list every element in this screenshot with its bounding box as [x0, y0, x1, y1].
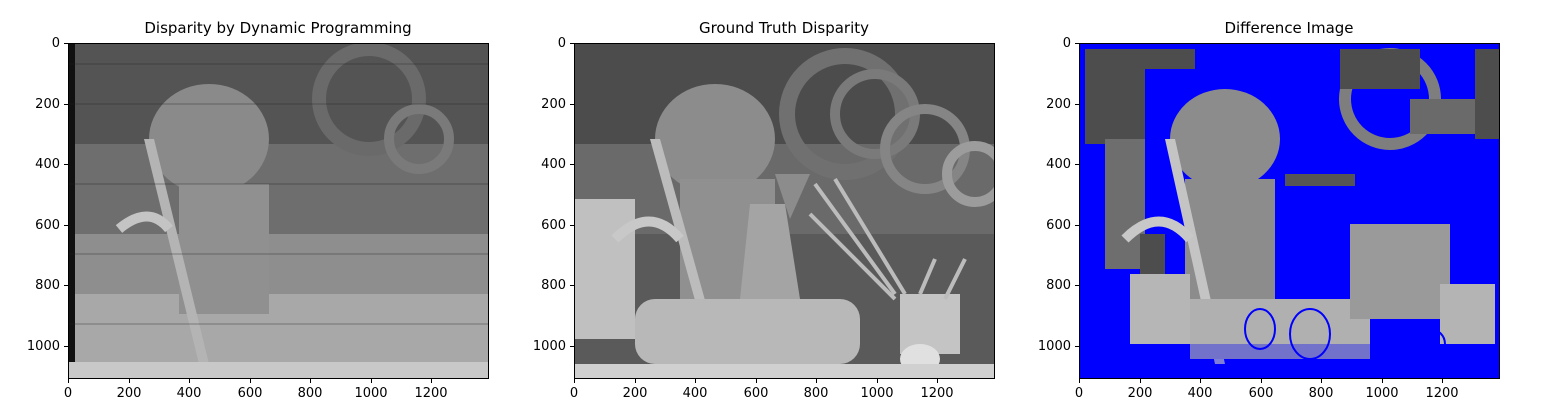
x-tick-label: 400 — [682, 386, 708, 401]
x-tick-label: 1200 — [414, 386, 448, 401]
panel-dp-disparity: Disparity by Dynamic Programming — [0, 0, 513, 412]
y-tick-label: 800 — [1046, 278, 1071, 293]
y-tick-label: 1000 — [532, 339, 566, 354]
x-tick-label: 0 — [569, 386, 579, 401]
x-tick-label: 200 — [116, 386, 142, 401]
y-tick-label: 1000 — [26, 339, 60, 354]
x-tick-label: 1200 — [920, 386, 954, 401]
x-tick-label: 1000 — [1365, 386, 1399, 401]
x-tick-label: 600 — [237, 386, 263, 401]
y-tick-label: 600 — [541, 218, 566, 233]
x-tick-label: 400 — [176, 386, 202, 401]
y-tick-label: 400 — [541, 157, 566, 172]
y-tick-label: 800 — [35, 278, 60, 293]
disparity-image — [68, 43, 489, 379]
y-tick-label: 800 — [541, 278, 566, 293]
x-tick-label: 0 — [63, 386, 73, 401]
panel-ground-truth: Ground Truth Disparity — [532, 19, 995, 401]
y-tick-label: 0 — [51, 36, 60, 51]
x-tick-label: 600 — [743, 386, 769, 401]
y-tick-label: 600 — [35, 218, 60, 233]
x-tick-label: 1000 — [354, 386, 388, 401]
y-tick-label: 0 — [557, 36, 566, 51]
ground-truth-image — [574, 43, 995, 379]
y-tick-label: 0 — [1062, 36, 1071, 51]
x-tick-label: 800 — [1308, 386, 1334, 401]
y-tick-label: 400 — [1046, 157, 1071, 172]
y-tick-label: 200 — [1046, 97, 1071, 112]
y-tick-label: 400 — [35, 157, 60, 172]
x-tick-label: 600 — [1248, 386, 1274, 401]
panel-title: Ground Truth Disparity — [698, 19, 870, 37]
y-tick-label: 1000 — [1037, 339, 1071, 354]
x-tick-label: 1000 — [860, 386, 894, 401]
difference-image — [1079, 43, 1500, 379]
x-tick-label: 400 — [1187, 386, 1213, 401]
x-tick-label: 800 — [803, 386, 829, 401]
y-tick-label: 600 — [1046, 218, 1071, 233]
x-tick-label: 1200 — [1425, 386, 1459, 401]
y-tick-label: 200 — [541, 97, 566, 112]
x-tick-label: 0 — [1074, 386, 1084, 401]
x-tick-label: 200 — [1127, 386, 1153, 401]
panel-title: Disparity by Dynamic Programming — [144, 19, 412, 37]
panel-title: Difference Image — [1224, 19, 1354, 37]
y-tick-label: 200 — [35, 97, 60, 112]
x-tick-label: 800 — [297, 386, 323, 401]
x-tick-label: 200 — [622, 386, 648, 401]
